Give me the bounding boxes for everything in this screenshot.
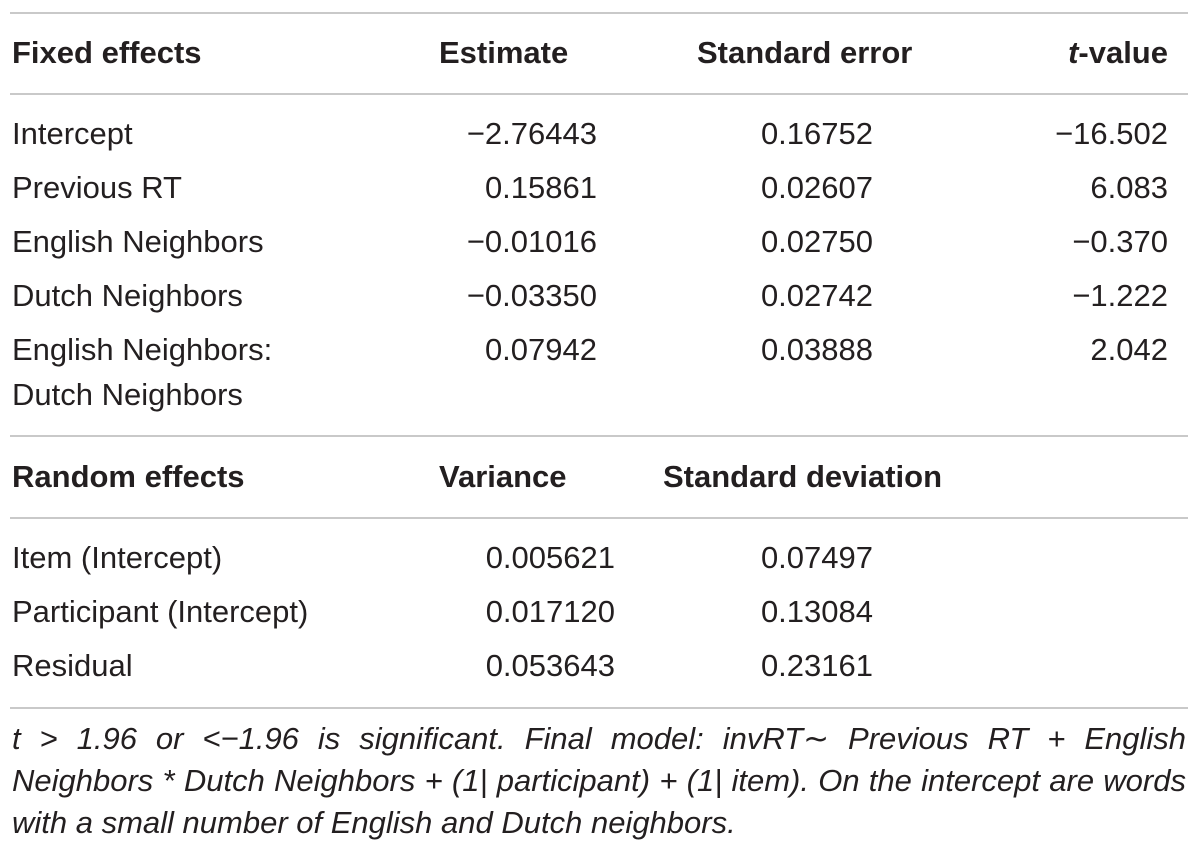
fixed-row-label-line1: English Neighbors: <box>12 332 273 367</box>
random-row-label: Participant (Intercept) <box>12 594 309 629</box>
fixed-row-t: −16.502 <box>1055 116 1168 151</box>
fixed-row-se: 0.03888 <box>760 332 873 367</box>
variance-header: Variance <box>439 459 567 494</box>
fixed-effects-header: Fixed effects <box>12 35 202 70</box>
fixed-row-estimate: 0.07942 <box>484 332 597 367</box>
table-footnote: t > 1.96 or <−1.96 is significant. Final… <box>12 721 1186 840</box>
fixed-row-label: English Neighbors <box>12 224 264 259</box>
random-header-rule <box>10 517 1188 519</box>
standard-deviation-header: Standard deviation <box>663 459 943 494</box>
section-divider-rule <box>10 435 1188 437</box>
t-value-header: t-value <box>1068 35 1168 71</box>
standard-error-header: Standard error <box>697 35 913 70</box>
estimate-header: Estimate <box>439 35 569 70</box>
fixed-row-estimate: −2.76443 <box>466 116 597 151</box>
random-row-label: Item (Intercept) <box>12 540 223 575</box>
fixed-row-se: 0.02742 <box>760 278 873 313</box>
fixed-row-label: Intercept <box>12 116 133 151</box>
fixed-row-se: 0.16752 <box>760 116 873 151</box>
fixed-row-t: −0.370 <box>1072 224 1168 259</box>
table-bottom-rule <box>10 707 1188 709</box>
t-value-header-italic: t <box>1068 35 1079 70</box>
fixed-row-label-line2: Dutch Neighbors <box>12 377 243 412</box>
fixed-row-estimate: −0.01016 <box>466 224 597 259</box>
fixed-row-label: Dutch Neighbors <box>12 278 243 313</box>
random-row-variance: 0.053643 <box>485 648 615 683</box>
random-row-sd: 0.07497 <box>760 540 873 575</box>
random-row-sd: 0.13084 <box>760 594 873 629</box>
random-row-variance: 0.005621 <box>485 540 615 575</box>
fixed-row-t: 6.083 <box>1090 170 1168 205</box>
fixed-row-estimate: −0.03350 <box>466 278 597 313</box>
fixed-row-label: Previous RT <box>12 170 182 205</box>
random-row-sd: 0.23161 <box>760 648 873 683</box>
top-rule <box>10 12 1188 14</box>
fixed-row-t: 2.042 <box>1090 332 1168 367</box>
random-row-label: Residual <box>12 648 133 683</box>
random-effects-header: Random effects <box>12 459 245 494</box>
fixed-row-estimate: 0.15861 <box>484 170 597 205</box>
fixed-row-se: 0.02750 <box>760 224 873 259</box>
fixed-header-rule <box>10 93 1188 95</box>
t-value-header-suffix: -value <box>1078 35 1168 70</box>
random-row-variance: 0.017120 <box>485 594 615 629</box>
fixed-row-t: −1.222 <box>1072 278 1168 313</box>
fixed-row-se: 0.02607 <box>760 170 873 205</box>
